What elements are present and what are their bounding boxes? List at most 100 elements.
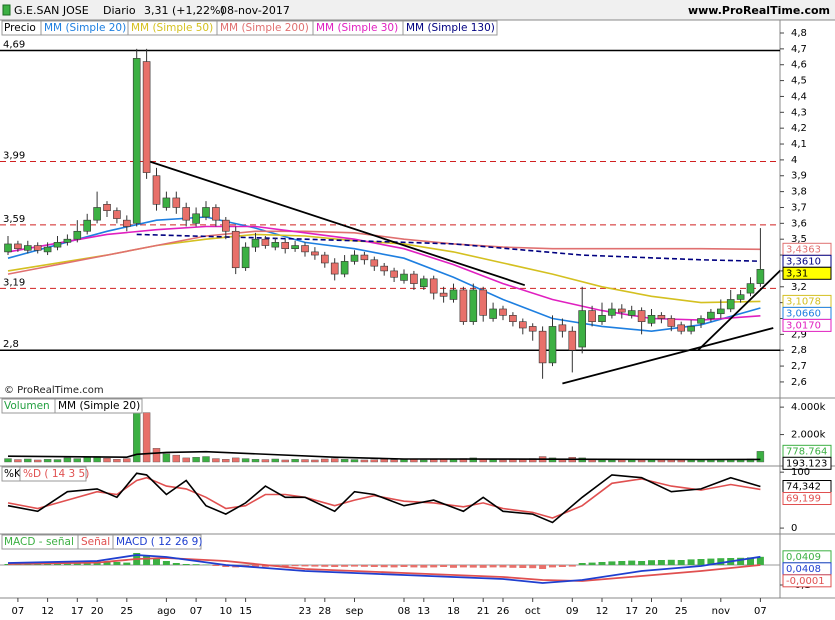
candle-body — [231, 230, 240, 269]
bar — [73, 458, 82, 463]
candle-body — [281, 242, 290, 250]
histogram-bar — [380, 565, 388, 568]
bar — [4, 458, 12, 463]
line — [7, 450, 761, 461]
candle-body — [23, 245, 32, 251]
value-tag: 3,3610 — [786, 256, 821, 267]
candle-body — [627, 310, 636, 316]
y-tick-label: 2,9 — [791, 329, 807, 340]
legend-entry: MM (Simple 130) — [406, 22, 495, 34]
histogram-bar — [34, 564, 42, 565]
candle-body — [459, 289, 468, 322]
histogram-bar — [172, 563, 180, 565]
legend-entry: MM (Simple 30) — [316, 22, 398, 34]
histogram-bar — [410, 565, 418, 568]
y-tick-label: 3,8 — [791, 187, 807, 198]
trendline — [697, 269, 780, 351]
bar — [142, 412, 151, 463]
x-tick-label: 07 — [754, 606, 767, 617]
y-tick-label: 4,8 — [791, 28, 807, 39]
candle-body — [538, 330, 547, 364]
candle-body — [400, 273, 408, 281]
y-tick-label: 2,8 — [791, 345, 807, 356]
x-tick-label: nov — [712, 606, 730, 617]
histogram-bar — [578, 563, 586, 565]
histogram-bar — [123, 562, 131, 565]
candle-body — [261, 238, 270, 246]
bar — [222, 459, 230, 463]
histogram-bar — [143, 555, 151, 565]
histogram-bar — [212, 565, 220, 566]
histogram-bar — [519, 565, 527, 568]
histogram-bar — [321, 565, 329, 567]
x-tick-label: 07 — [12, 606, 25, 617]
candle-body — [489, 308, 497, 319]
bar — [499, 459, 507, 463]
y-tick-label: 4,6 — [791, 60, 807, 71]
histogram-bar — [54, 563, 61, 565]
candle-body — [528, 326, 537, 332]
value-tag-box — [782, 318, 832, 332]
y-tick-label: 2,6 — [791, 377, 807, 388]
y-tick-label: 4.000k — [791, 402, 826, 413]
candle-body — [667, 318, 676, 327]
histogram-bar — [192, 564, 200, 565]
histogram-bar — [182, 564, 190, 565]
candle-body — [4, 243, 12, 253]
histogram-bar — [717, 558, 725, 565]
y-tick-label: 4,7 — [791, 44, 807, 55]
histogram-bar — [529, 565, 537, 569]
legend-entry: %K — [4, 468, 22, 480]
x-tick-label: 20 — [645, 606, 658, 617]
histogram-bar — [370, 565, 378, 567]
y-tick-label: 3,6 — [791, 218, 807, 229]
histogram-bar — [479, 565, 487, 568]
legend-entry: MACD ( 12 26 9) — [116, 536, 202, 548]
histogram-bar — [747, 557, 754, 565]
candle-body — [271, 242, 280, 248]
candle-body — [479, 289, 488, 316]
histogram-bar — [301, 565, 309, 567]
legend-entry: %D ( 14 3 5) — [23, 468, 89, 480]
x-tick-label: 09 — [566, 606, 579, 617]
candle-body — [142, 61, 151, 173]
bar — [34, 459, 42, 463]
histogram-bar — [63, 563, 71, 565]
histogram-bar — [311, 565, 319, 567]
line — [7, 472, 761, 524]
candle-body — [509, 315, 517, 322]
bar — [271, 458, 279, 463]
candle-body — [14, 243, 22, 250]
x-tick-label: 15 — [239, 606, 252, 617]
candle-body — [568, 330, 577, 351]
histogram-bar — [539, 565, 547, 569]
candle-body — [469, 289, 478, 322]
bar — [251, 459, 260, 463]
level-label: 3,99 — [3, 150, 25, 161]
level-label: 3,19 — [3, 277, 25, 288]
histogram-bar — [390, 565, 398, 568]
bar — [152, 448, 161, 463]
candle-body — [687, 326, 695, 332]
x-tick-label: 23 — [299, 606, 312, 617]
line — [7, 216, 761, 333]
y-tick-label: 3,9 — [791, 171, 807, 182]
value-tag: 778.764 — [786, 446, 827, 457]
candle-body — [756, 269, 765, 284]
histogram-bar — [252, 565, 259, 567]
candle-body — [707, 311, 715, 319]
histogram-bar — [677, 560, 685, 565]
header-icon — [2, 4, 11, 16]
y-tick-label: 2,7 — [791, 361, 807, 372]
bar — [489, 459, 497, 463]
candle-body — [578, 310, 587, 348]
histogram-bar — [291, 565, 299, 567]
candle-body — [617, 308, 626, 313]
bar — [281, 459, 289, 463]
candle-body — [647, 315, 656, 324]
candle-body — [657, 315, 666, 319]
y-tick-label: 4 — [791, 155, 797, 166]
x-tick-label: 08 — [398, 606, 411, 617]
